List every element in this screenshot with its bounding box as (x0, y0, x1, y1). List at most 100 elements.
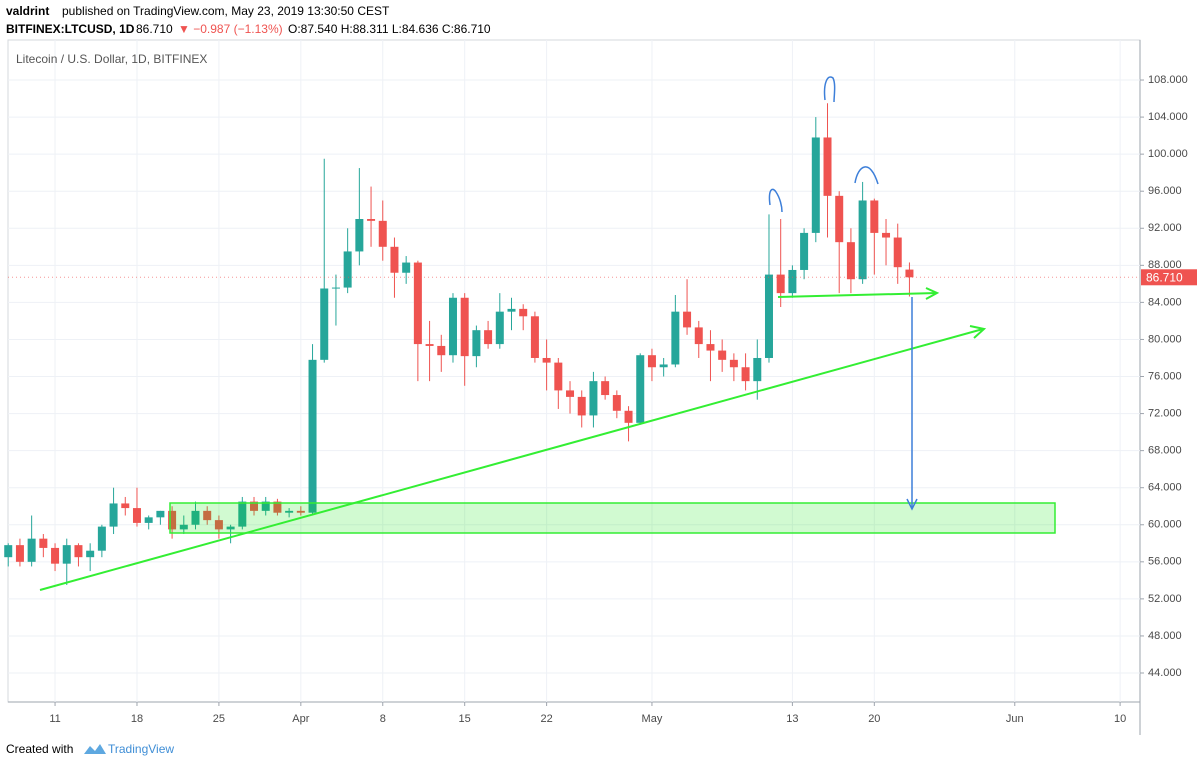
candle-body (273, 501, 282, 513)
author[interactable]: valdrint (6, 4, 49, 18)
candle-body (893, 237, 902, 268)
candle-body (86, 550, 95, 558)
candle-body (636, 355, 645, 423)
candle-body (577, 396, 586, 416)
x-tick-label: 10 (1114, 713, 1126, 725)
candle-body (156, 510, 165, 518)
y-tick-label: 56.000 (1148, 556, 1182, 568)
candle-body (62, 545, 71, 564)
last-price: 86.710 (136, 22, 173, 36)
candle-body (905, 269, 914, 278)
y-tick-label: 92.000 (1148, 222, 1182, 234)
candle-body (331, 287, 340, 289)
candle-body (846, 242, 855, 280)
x-tick-label: Apr (292, 713, 309, 725)
candle-body (250, 501, 259, 511)
footer-brand[interactable]: TradingView (108, 742, 174, 756)
candle-body (495, 311, 504, 345)
x-tick-label: 22 (540, 713, 552, 725)
candle-body (589, 381, 598, 416)
x-tick-label: 25 (213, 713, 225, 725)
candle-body (296, 510, 305, 513)
x-tick-label: 15 (459, 713, 471, 725)
y-tick-label: 80.000 (1148, 333, 1182, 345)
y-tick-label: 88.000 (1148, 259, 1182, 271)
candle-body (425, 344, 434, 346)
left-shoulder (768, 188, 783, 213)
candle-body (624, 410, 633, 423)
y-tick-label: 96.000 (1148, 185, 1182, 197)
y-tick-label: 44.000 (1148, 667, 1182, 679)
y-tick-label: 76.000 (1148, 370, 1182, 382)
x-tick-label: 20 (868, 713, 880, 725)
candle-body (671, 311, 680, 365)
head (823, 76, 836, 103)
candle-body (226, 526, 235, 530)
candle-body (191, 510, 200, 525)
candle-body (343, 251, 352, 288)
y-tick-label: 52.000 (1148, 593, 1182, 605)
y-tick-label: 72.000 (1148, 407, 1182, 419)
candle-body (823, 137, 832, 196)
ohlc: O:87.540 H:88.311 L:84.636 C:86.710 (288, 22, 491, 36)
x-tick-label: Jun (1006, 713, 1024, 725)
candle-body (835, 195, 844, 243)
candle-body (203, 510, 212, 521)
trend-arrow (969, 325, 987, 339)
support-zone (169, 502, 1056, 534)
candle-body (413, 262, 422, 345)
y-tick-label: 108.000 (1148, 74, 1188, 86)
candle-body (788, 269, 797, 294)
y-tick-label: 60.000 (1148, 519, 1182, 531)
candle-body (882, 232, 891, 238)
candle-body (472, 330, 481, 357)
candle-body (753, 357, 762, 382)
candle-body (144, 517, 153, 523)
candle-body (168, 510, 177, 530)
candle-body (308, 359, 317, 513)
y-tick-label: 48.000 (1148, 630, 1182, 642)
axes: 44.000 48.000 52.000 56.000 60.000 64.000 68.0… (8, 74, 1197, 725)
last-price-tag (1141, 269, 1197, 286)
candle-body (484, 330, 493, 345)
tv-logo (84, 744, 106, 754)
ticker: BITFINEX:LTCUSD, 1D (6, 22, 135, 36)
candle-body (367, 219, 376, 221)
candle-body (507, 308, 516, 312)
neckline-arrow (925, 287, 940, 300)
candle-body (448, 297, 457, 356)
right-shoulder (854, 166, 879, 185)
candle-body (4, 545, 13, 558)
candle-body (519, 308, 528, 317)
published: published on TradingView.com, May 23, 20… (62, 4, 390, 18)
candle-body (542, 357, 551, 363)
annotations (39, 76, 1056, 591)
x-tick-label: 8 (380, 713, 386, 725)
candle-body (27, 538, 36, 562)
y-tick-label: 104.000 (1148, 111, 1188, 123)
candle-body (659, 364, 668, 368)
y-tick-label: 64.000 (1148, 482, 1182, 494)
grid (8, 40, 1140, 702)
candle-body (285, 510, 294, 513)
candle-body (390, 246, 399, 273)
candle-body (355, 219, 364, 252)
candle-body (179, 524, 188, 530)
candle-body (15, 545, 24, 562)
candle-body (121, 503, 130, 509)
candle-body (601, 381, 610, 396)
candle-body (460, 297, 469, 357)
candle-body (214, 520, 223, 530)
candle-body (97, 526, 106, 551)
footer-created: Created with (6, 742, 73, 756)
candle-body (132, 508, 141, 523)
candle-body (683, 311, 692, 328)
candle-body (402, 262, 411, 273)
candle-body (261, 501, 270, 511)
x-tick-label: 13 (786, 713, 798, 725)
candle-body (718, 350, 727, 360)
candle-body (51, 547, 60, 564)
